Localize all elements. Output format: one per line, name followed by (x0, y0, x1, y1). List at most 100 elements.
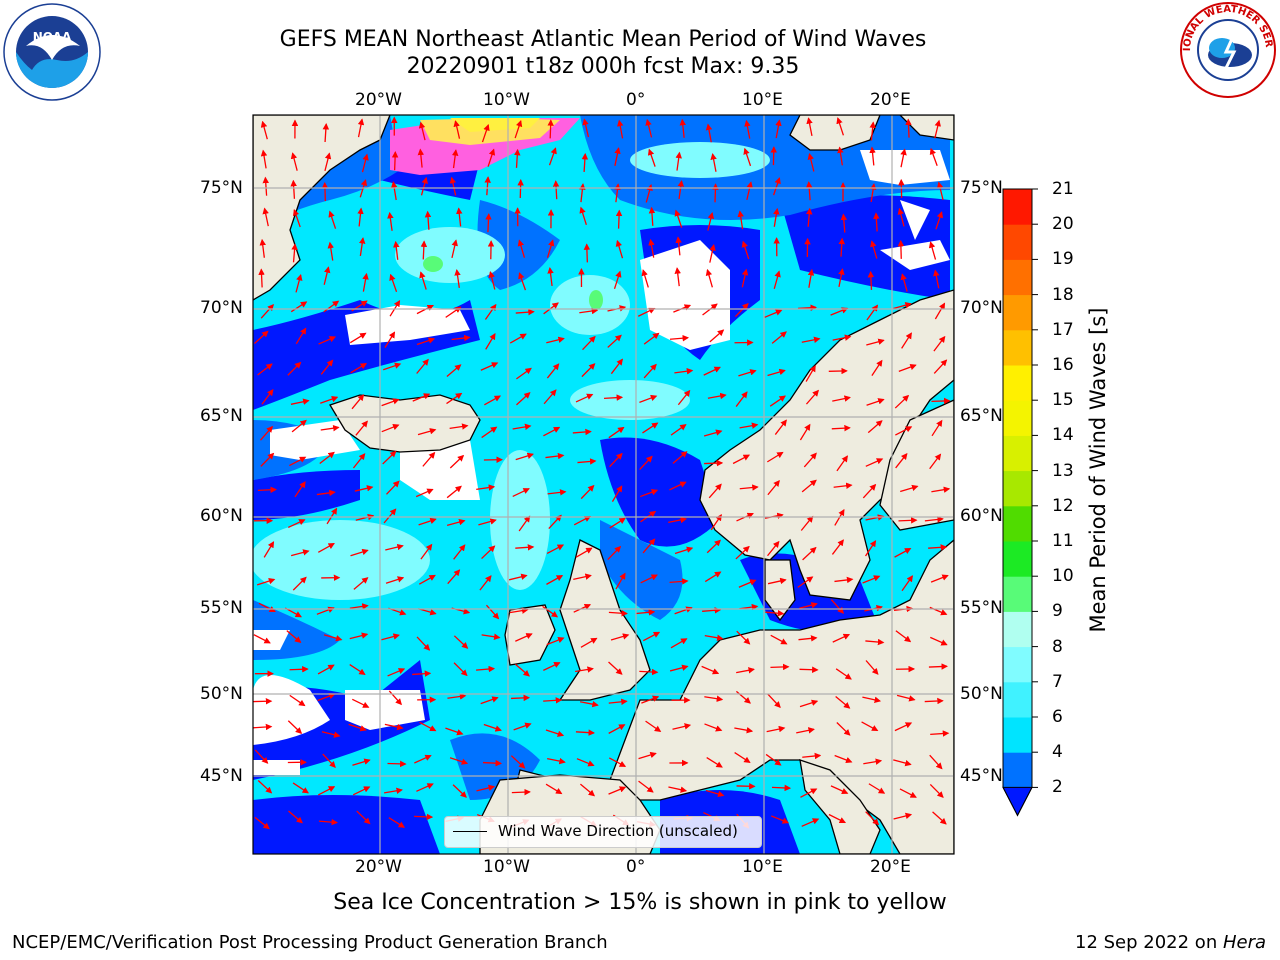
lat-label-left-60n: 60°N (200, 506, 243, 526)
colorbar-segment (1003, 435, 1032, 472)
wind-wave-arrow (355, 420, 368, 436)
wind-wave-arrow (701, 665, 720, 675)
wind-wave-arrow (830, 785, 849, 794)
wind-wave-arrow (479, 575, 492, 591)
wind-wave-arrow (575, 547, 593, 558)
wind-wave-arrow (484, 176, 491, 196)
wind-wave-arrow (895, 452, 908, 469)
wind-wave-arrow (832, 334, 852, 341)
wind-wave-arrow (475, 665, 496, 673)
wind-wave-arrow (639, 394, 658, 403)
wind-wave-arrow (764, 309, 783, 318)
wind-wave-arrow (485, 604, 500, 620)
wind-wave-arrow (418, 121, 426, 141)
wind-wave-arrow (905, 118, 912, 138)
wind-wave-arrow (579, 206, 587, 225)
wind-wave-arrow (805, 389, 820, 405)
map-frame (252, 114, 955, 855)
wind-wave-arrow (419, 721, 437, 732)
wind-wave-arrow (865, 811, 880, 826)
machine-name: Hera (1222, 932, 1266, 953)
wind-wave-arrow (323, 300, 340, 313)
wind-wave-arrow (834, 576, 854, 584)
wind-wave-arrow (424, 210, 432, 230)
wind-wave-arrow (287, 361, 302, 376)
wind-wave-arrow (831, 424, 851, 432)
wind-wave-arrow (253, 634, 271, 644)
wind-wave-arrow (512, 423, 532, 431)
wind-wave-arrow (292, 208, 301, 228)
wind-wave-arrow (931, 419, 943, 437)
wind-wave-arrow (799, 699, 819, 708)
colorbar-tick-label: 8 (1052, 636, 1063, 657)
wind-wave-arrow (636, 609, 656, 616)
wind-wave-arrow (867, 270, 875, 290)
wind-wave-arrow (831, 539, 844, 555)
wind-wave-arrow (579, 700, 599, 708)
wind-wave-arrow (508, 573, 528, 581)
wind-wave-arrow (862, 483, 877, 499)
wind-wave-arrow (581, 152, 589, 173)
wind-wave-arrow (772, 177, 781, 196)
wind-wave-arrow (834, 508, 845, 526)
wind-wave-arrow (580, 637, 598, 648)
wind-wave-arrow (893, 812, 913, 820)
wind-wave-arrow (608, 661, 623, 675)
wind-wave-arrow (767, 368, 786, 377)
wind-wave-arrow (361, 153, 369, 173)
wind-wave-arrow (800, 788, 818, 798)
colorbar-under-extension (1002, 786, 1033, 817)
wind-wave-arrow (668, 516, 687, 524)
wind-wave-arrow (638, 780, 654, 793)
wind-wave-arrow (869, 183, 877, 203)
wind-wave-arrow (929, 147, 938, 166)
wind-wave-arrow (930, 730, 950, 737)
colorbar-tick-label: 10 (1052, 566, 1074, 587)
wind-wave-arrow (262, 207, 269, 227)
wind-wave-arrow (767, 577, 787, 585)
wind-wave-arrow (929, 754, 943, 770)
wind-wave-arrow (677, 179, 685, 199)
wind-wave-arrow (580, 484, 595, 500)
wind-wave-arrow (420, 543, 433, 560)
wind-wave-arrow (672, 723, 692, 730)
wind-wave-arrow (547, 757, 566, 765)
wind-wave-arrow (898, 517, 918, 524)
wind-wave-arrow (511, 788, 531, 796)
wind-wave-arrow (739, 422, 759, 429)
wind-wave-arrow (451, 149, 459, 169)
lat-label-right-65n: 65°N (960, 406, 1003, 426)
colorbar-tick-label: 14 (1052, 425, 1074, 446)
wind-wave-arrow (739, 603, 759, 611)
wind-wave-arrow (261, 389, 274, 405)
wind-wave-arrow (514, 663, 530, 677)
greenland (253, 115, 391, 301)
wind-wave-arrow (350, 363, 368, 374)
wind-wave-arrow (608, 609, 628, 617)
wind-wave-arrow (445, 727, 464, 736)
wind-wave-arrow (573, 515, 592, 526)
wind-wave-arrow (259, 238, 266, 258)
wind-wave-arrow (484, 395, 502, 406)
wind-wave-arrow (865, 638, 885, 646)
colorbar-segment (1003, 541, 1032, 577)
wind-wave-arrow (670, 424, 687, 436)
wind-wave-arrow (674, 368, 694, 375)
wind-wave-arrow (320, 424, 340, 432)
wind-wave-arrow (704, 571, 722, 583)
noaa-logo-text: NOAA (33, 30, 72, 44)
wind-wave-arrow (414, 754, 432, 764)
wind-wave-arrow (609, 517, 626, 529)
wind-wave-arrow (387, 760, 407, 768)
wind-wave-arrow (581, 363, 596, 378)
wind-wave-arrow (766, 451, 784, 463)
wind-wave-arrow (805, 181, 813, 201)
wind-wave-arrow (867, 420, 883, 434)
wind-wave-arrow (510, 694, 531, 702)
wind-wave-arrow (317, 664, 335, 675)
colorbar-segment (1003, 365, 1032, 401)
wind-wave-arrow (615, 572, 626, 590)
wind-wave-arrow (419, 271, 427, 290)
wind-wave-arrow (741, 240, 750, 260)
